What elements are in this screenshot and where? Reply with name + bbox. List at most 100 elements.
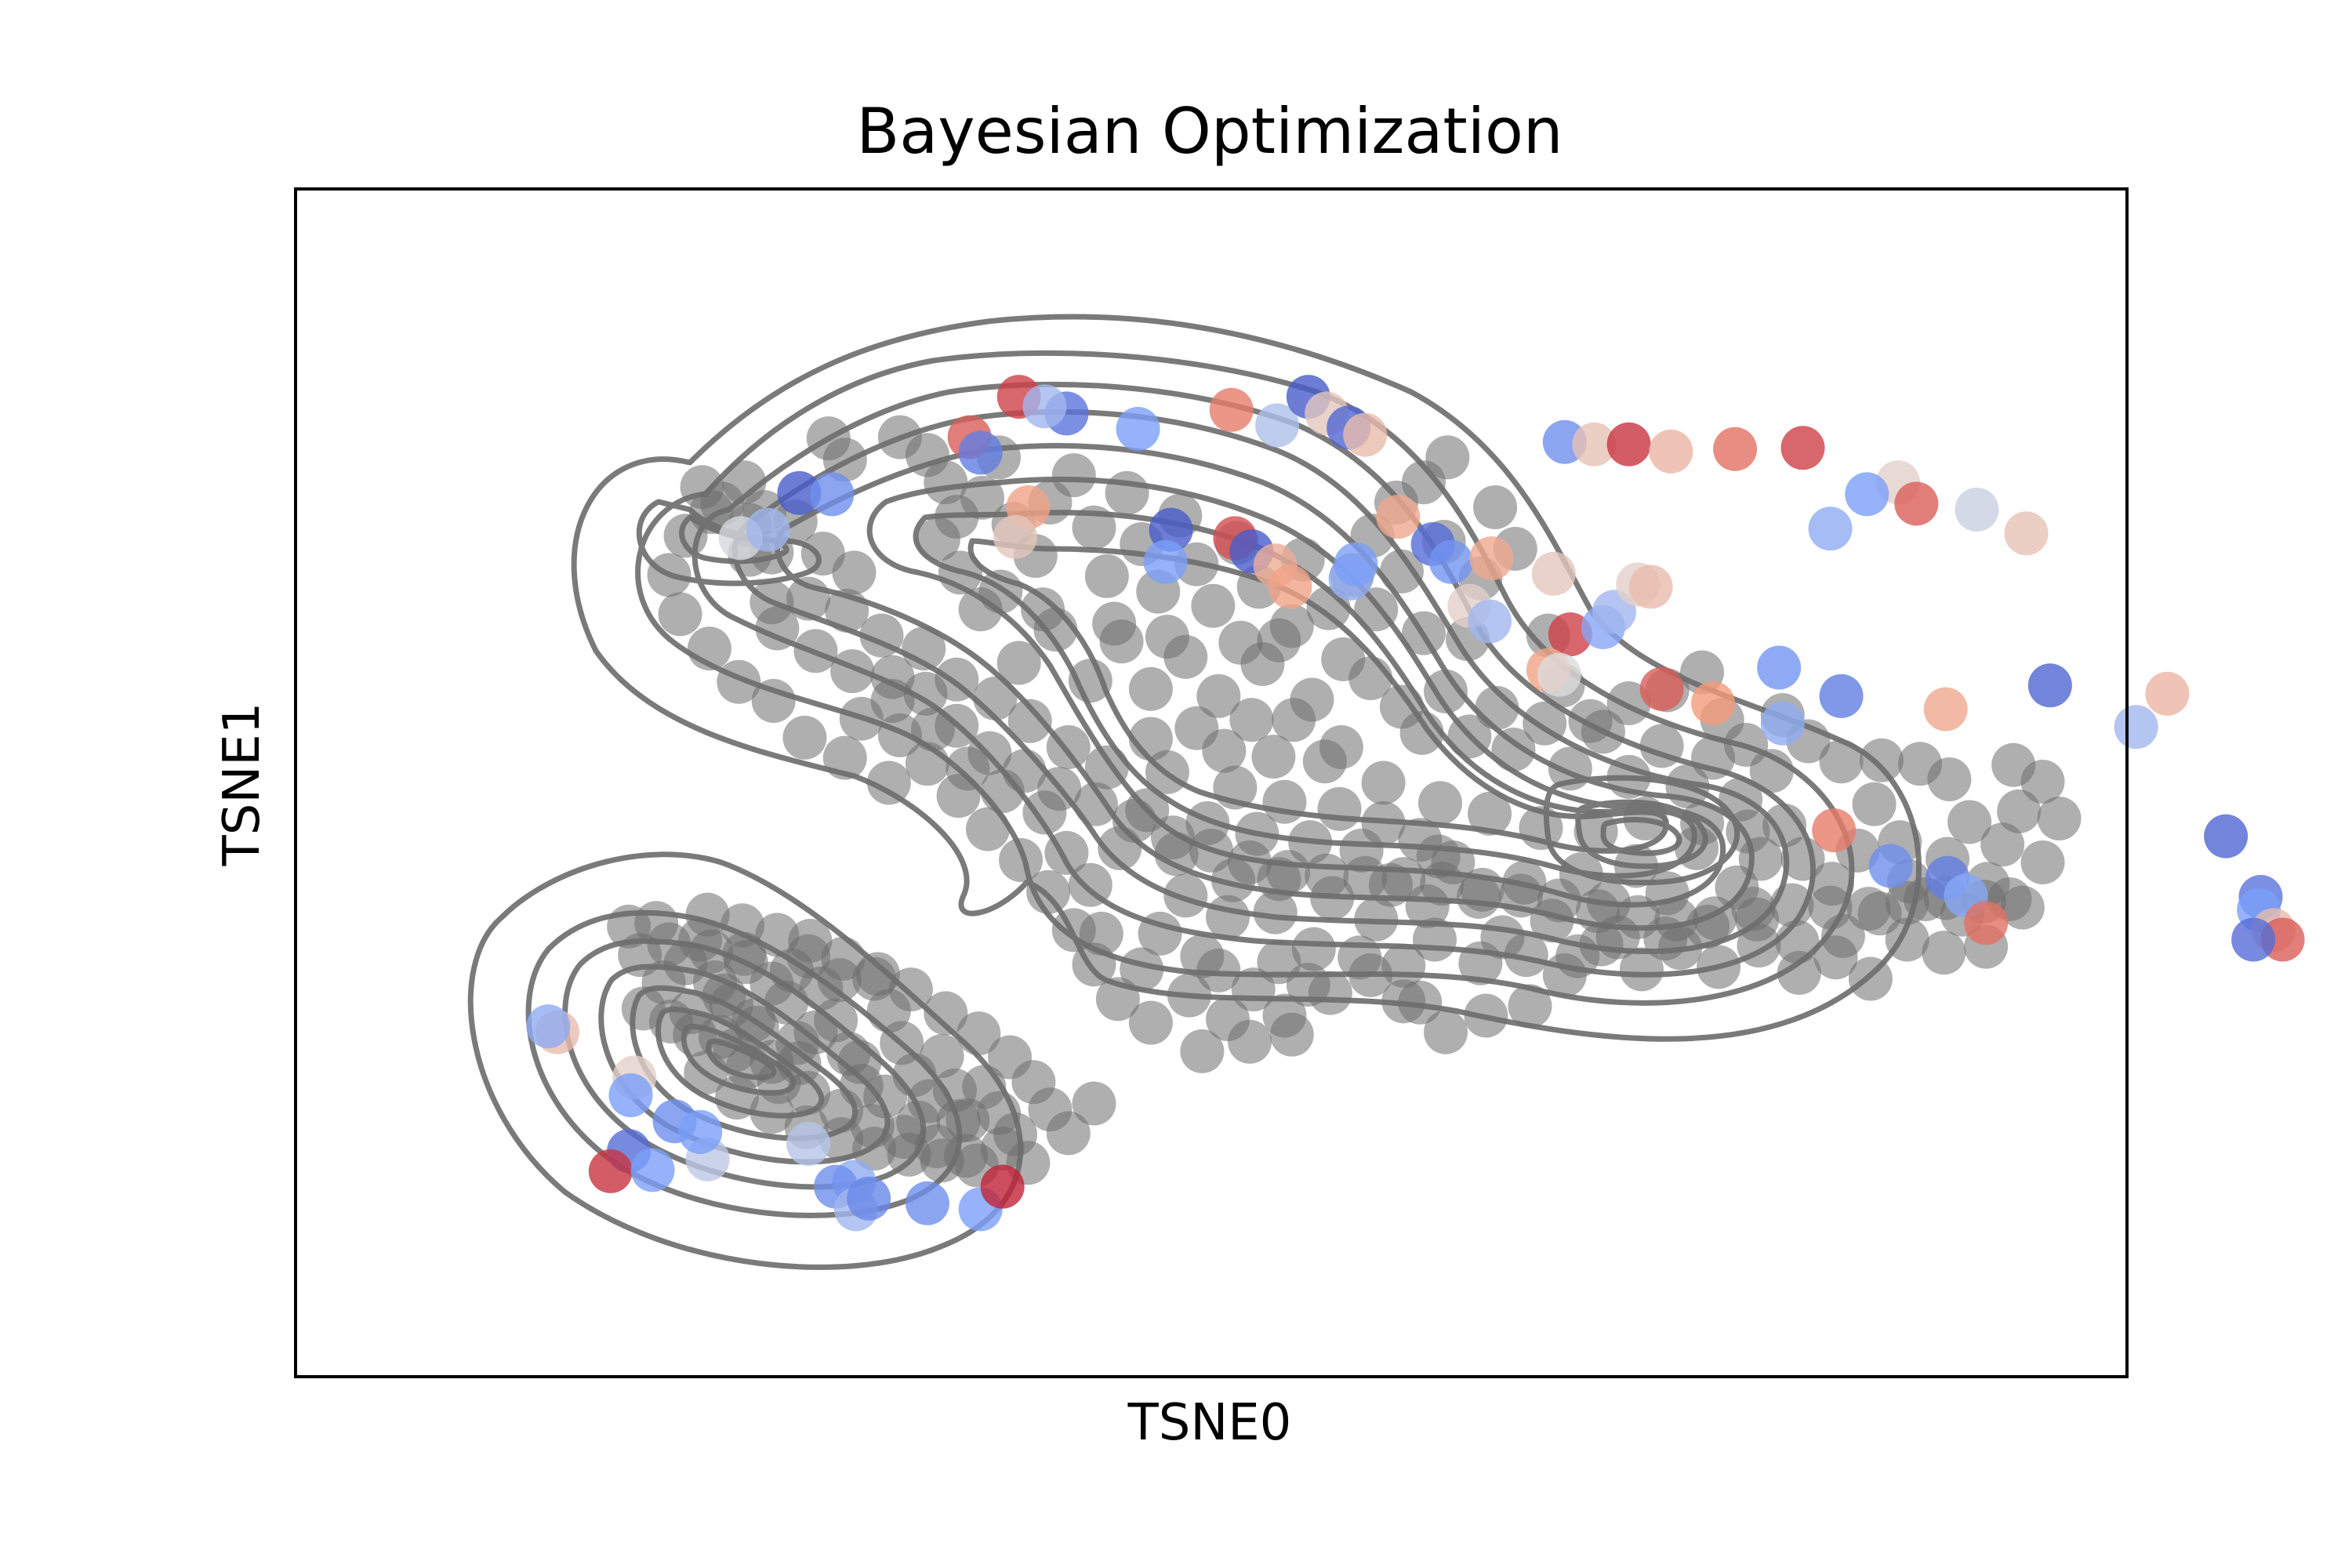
scatter-point-unevaluated bbox=[1425, 435, 1470, 480]
scatter-point-unevaluated bbox=[1691, 735, 1736, 780]
scatter-point-evaluated bbox=[786, 1122, 831, 1167]
scatter-point-unevaluated bbox=[1399, 710, 1444, 755]
scatter-point-unevaluated bbox=[1196, 948, 1241, 993]
scatter-point-evaluated bbox=[1334, 542, 1378, 586]
scatter-point-unevaluated bbox=[830, 649, 875, 694]
scatter-point-unevaluated bbox=[1808, 885, 1853, 930]
scatter-point-unevaluated bbox=[960, 475, 1004, 520]
scatter-point-unevaluated bbox=[750, 1090, 794, 1134]
scatter-point-unevaluated bbox=[793, 629, 838, 673]
scatter-point-unevaluated bbox=[658, 592, 702, 637]
scatter-point-unevaluated bbox=[755, 606, 800, 651]
scatter-point-evaluated bbox=[847, 1176, 891, 1221]
scatter-point-unevaluated bbox=[1381, 979, 1426, 1024]
scatter-point-unevaluated bbox=[717, 659, 761, 704]
scatter-point-unevaluated bbox=[896, 1100, 941, 1145]
scatter-point-unevaluated bbox=[1922, 931, 1966, 975]
scatter-point-unevaluated bbox=[1613, 844, 1658, 888]
scatter-point-unevaluated bbox=[1072, 505, 1116, 550]
scatter-point-unevaluated bbox=[1128, 666, 1173, 711]
scatter-point-unevaluated bbox=[1095, 977, 1140, 1022]
scatter-point-unevaluated bbox=[1468, 791, 1512, 836]
scatter-point-unevaluated bbox=[1780, 837, 1825, 881]
scatter-point-unevaluated bbox=[1680, 801, 1725, 846]
scatter-point-unevaluated bbox=[1762, 804, 1807, 848]
scatter-point-unevaluated bbox=[647, 553, 691, 597]
scatter-point-evaluated bbox=[1964, 901, 2009, 946]
scatter-point-unevaluated bbox=[2020, 759, 2065, 804]
scatter-point-unevaluated bbox=[1044, 830, 1089, 875]
scatter-point-evaluated bbox=[630, 1148, 675, 1192]
scatter-point-unevaluated bbox=[1229, 698, 1274, 742]
scatter-point-evaluated bbox=[1923, 687, 1968, 731]
contour-main-6 bbox=[866, 476, 1726, 908]
scatter-point-unevaluated bbox=[1189, 828, 1233, 873]
scatter-point-unevaluated bbox=[1420, 862, 1465, 906]
scatter-point-unevaluated bbox=[1072, 942, 1116, 987]
scatter-point-unevaluated bbox=[1007, 699, 1052, 743]
scatter-point-unevaluated bbox=[1654, 897, 1699, 942]
scatter-point-evaluated bbox=[1819, 673, 1864, 718]
scatter-point-unevaluated bbox=[1447, 714, 1492, 759]
scatter-point-unevaluated bbox=[852, 1127, 897, 1171]
scatter-point-unevaluated bbox=[956, 1011, 1001, 1056]
scatter-point-unevaluated bbox=[1813, 935, 1858, 980]
scatter-point-unevaluated bbox=[1180, 1029, 1225, 1073]
scatter-point-unevaluated bbox=[1475, 686, 1519, 731]
scatter-point-unevaluated bbox=[920, 1138, 964, 1183]
scatter-point-unevaluated bbox=[1138, 911, 1182, 956]
scatter-point-unevaluated bbox=[1606, 681, 1651, 725]
scatter-point-unevaluated bbox=[1269, 604, 1314, 648]
scatter-point-unevaluated bbox=[1381, 857, 1426, 902]
scatter-point-evaluated bbox=[1116, 407, 1160, 452]
scatter-point-evaluated bbox=[993, 514, 1038, 559]
scatter-point-evaluated bbox=[2027, 663, 2072, 708]
scatter-point-evaluated bbox=[1894, 481, 1939, 526]
scatter-point-evaluated bbox=[1548, 612, 1592, 657]
scatter-point-evaluated bbox=[526, 1004, 571, 1049]
scatter-point-unevaluated bbox=[1361, 801, 1406, 846]
scatter-point-evaluated bbox=[746, 507, 790, 552]
scatter-point-unevaluated bbox=[1084, 745, 1129, 789]
scatter-point-unevaluated bbox=[1619, 947, 1664, 992]
scatter-point-evaluated bbox=[1143, 539, 1188, 584]
scatter-point-unevaluated bbox=[1348, 953, 1393, 997]
scatter-point-unevaluated bbox=[1145, 750, 1189, 794]
scatter-point-unevaluated bbox=[2037, 796, 2082, 840]
y-axis-label: TSNE1 bbox=[213, 702, 271, 867]
scatter-point-evaluated bbox=[1429, 539, 1474, 584]
scatter-point-unevaluated bbox=[1575, 889, 1620, 934]
scatter-point-unevaluated bbox=[817, 957, 862, 1002]
scatter-point-evaluated bbox=[1469, 536, 1514, 581]
scatter-point-unevaluated bbox=[822, 735, 867, 780]
scatter-point-unevaluated bbox=[755, 913, 800, 957]
scatter-point-evaluated bbox=[1812, 808, 1857, 853]
scatter-point-unevaluated bbox=[1381, 943, 1426, 988]
scatter-point-unevaluated bbox=[1206, 895, 1250, 939]
x-axis-label: TSNE0 bbox=[1127, 1394, 1292, 1452]
scatter-point-unevaluated bbox=[1191, 583, 1236, 628]
scatter-point-unevaluated bbox=[1051, 453, 1096, 498]
scatter-point-unevaluated bbox=[1401, 611, 1446, 655]
scatter-point-evaluated bbox=[1639, 666, 1684, 711]
scatter-point-evaluated bbox=[777, 470, 822, 515]
scatter-point-evaluated bbox=[1757, 645, 1802, 690]
plot-frame bbox=[294, 187, 2129, 1378]
scatter-point-unevaluated bbox=[714, 1075, 759, 1120]
scatter-point-evaluated bbox=[1537, 652, 1581, 697]
scatter-point-unevaluated bbox=[793, 1010, 838, 1054]
scatter-point-evaluated bbox=[1845, 472, 1889, 517]
scatter-point-unevaluated bbox=[1105, 470, 1149, 515]
scatter-point-unevaluated bbox=[1269, 1012, 1314, 1057]
scatter-point-unevaluated bbox=[786, 576, 831, 621]
scatter-point-unevaluated bbox=[863, 1074, 908, 1119]
scatter-point-evaluated bbox=[1468, 599, 1512, 644]
scatter-point-evaluated bbox=[1209, 387, 1254, 432]
scatter-point-unevaluated bbox=[1120, 947, 1164, 992]
scatter-point-unevaluated bbox=[751, 678, 796, 723]
scatter-point-unevaluated bbox=[936, 774, 981, 818]
scatter-point-unevaluated bbox=[1145, 615, 1189, 659]
scatter-point-unevaluated bbox=[1460, 867, 1504, 912]
scatter-point-evaluated bbox=[2204, 814, 2249, 858]
